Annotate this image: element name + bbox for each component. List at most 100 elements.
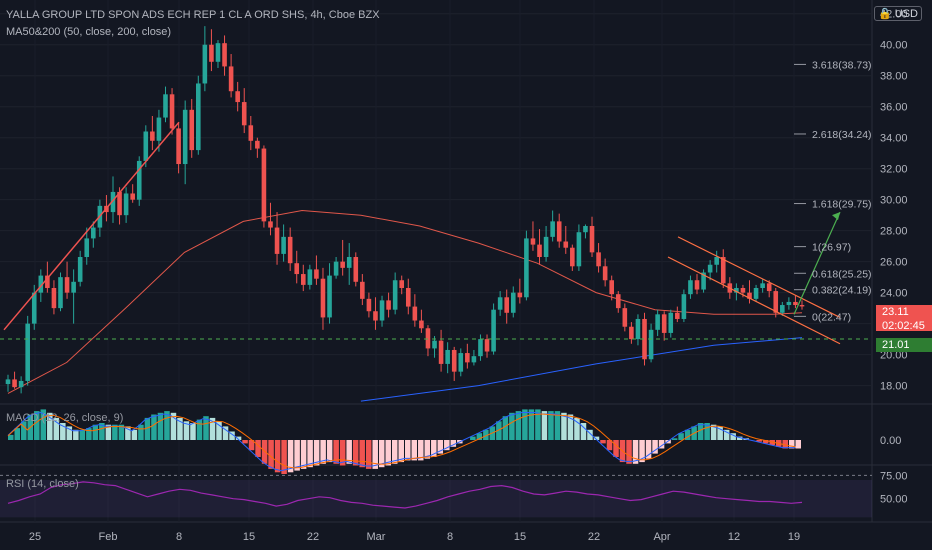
candle-body bbox=[386, 300, 391, 310]
candle-body bbox=[773, 291, 779, 313]
macd-histogram-bar bbox=[782, 440, 788, 449]
candle-body bbox=[196, 83, 201, 151]
macd-histogram-bar bbox=[53, 417, 60, 440]
time-tick-label: 22 bbox=[588, 531, 600, 543]
drawing-overlays[interactable] bbox=[0, 121, 872, 345]
macd-histogram-bar bbox=[535, 409, 541, 440]
candle-body bbox=[642, 318, 647, 360]
candle-body bbox=[688, 280, 693, 295]
fib-level-label: 0.382(24.19) bbox=[812, 285, 872, 297]
candle-body bbox=[346, 257, 352, 268]
last-price-tag: 23.11 02:02:45 bbox=[876, 305, 932, 332]
macd-histogram-bar bbox=[118, 424, 125, 440]
candle-body bbox=[524, 238, 529, 298]
candle-body bbox=[110, 191, 116, 213]
ma-indicator-label[interactable]: MA50&200 (50, close, 200, close) bbox=[6, 26, 172, 38]
candle-body bbox=[655, 314, 660, 330]
macd-histogram-bar bbox=[66, 426, 73, 440]
candle-body bbox=[379, 300, 385, 321]
candle-body bbox=[734, 287, 739, 293]
price-tick-label: 26.00 bbox=[880, 257, 908, 269]
rsi-line bbox=[7, 481, 803, 509]
macd-histogram-bar bbox=[736, 436, 743, 440]
macd-histogram-bar bbox=[346, 440, 352, 464]
fibonacci-extension[interactable]: 3.618(38.73) 2.618(34.24) 1.618(29.75) 1(26… bbox=[794, 59, 872, 323]
candle-body bbox=[543, 236, 549, 258]
time-tick-label: 25 bbox=[29, 531, 41, 543]
rsi-pane bbox=[0, 474, 872, 518]
time-tick-label: Apr bbox=[653, 531, 670, 543]
fib-level-label: 0.618(25.25) bbox=[812, 268, 872, 280]
macd-histogram-bar bbox=[339, 440, 346, 466]
rsi-indicator-label[interactable]: RSI (14, close) bbox=[6, 478, 79, 490]
macd-pane bbox=[7, 409, 801, 474]
projection-arrowhead bbox=[832, 212, 840, 221]
macd-histogram-bar bbox=[502, 416, 509, 440]
price-tick-label: 24.00 bbox=[880, 288, 908, 300]
macd-histogram-bar bbox=[444, 440, 450, 451]
candle-body bbox=[130, 193, 135, 200]
macd-histogram-bar bbox=[483, 429, 489, 440]
candles bbox=[5, 26, 805, 394]
candle-body bbox=[268, 221, 273, 228]
macd-histogram-bar bbox=[652, 440, 658, 454]
macd-histogram-bar bbox=[229, 431, 235, 440]
candle-body bbox=[163, 94, 168, 118]
candle-body bbox=[405, 287, 411, 307]
macd-histogram-bar bbox=[613, 440, 619, 457]
macd-histogram-bar bbox=[21, 421, 27, 440]
candle-body bbox=[451, 349, 457, 372]
time-tick-label: 8 bbox=[176, 531, 182, 543]
candle-body bbox=[58, 277, 63, 309]
candle-body bbox=[419, 320, 424, 329]
candle-body bbox=[366, 298, 372, 312]
candle-body bbox=[432, 340, 437, 349]
candle-body bbox=[31, 292, 37, 324]
candle-body bbox=[753, 287, 759, 299]
candle-body bbox=[51, 287, 57, 309]
candle-body bbox=[248, 125, 254, 141]
macd-histogram-bar bbox=[372, 440, 378, 469]
macd-histogram-bar bbox=[242, 440, 248, 444]
candle-body bbox=[530, 238, 536, 245]
macd-histogram-bar bbox=[131, 429, 138, 440]
macd-histogram-bar bbox=[300, 440, 307, 469]
candle-body bbox=[45, 275, 50, 288]
macd-histogram-bar bbox=[470, 436, 476, 440]
candle-body bbox=[504, 297, 510, 313]
candle-body bbox=[681, 294, 687, 319]
macd-histogram-bar bbox=[40, 409, 47, 440]
macd-histogram-bar bbox=[496, 421, 502, 440]
macd-histogram-bar bbox=[541, 411, 548, 440]
price-tick-label: 36.00 bbox=[880, 102, 908, 114]
macd-histogram-bar bbox=[320, 440, 326, 464]
candle-body bbox=[510, 292, 516, 313]
candle-body bbox=[786, 301, 792, 306]
currency-label: USD bbox=[894, 8, 918, 20]
candle-body bbox=[740, 287, 746, 293]
currency-button[interactable]: 🔒 USD bbox=[874, 6, 922, 21]
macd-histogram-bar bbox=[164, 411, 170, 440]
candle-body bbox=[497, 297, 503, 310]
macd-histogram-bar bbox=[431, 440, 437, 457]
candle-body bbox=[176, 128, 181, 165]
candle-body bbox=[77, 257, 83, 282]
candle-body bbox=[537, 244, 542, 258]
candle-body bbox=[465, 353, 470, 363]
candle-body bbox=[228, 66, 234, 92]
ma200-line bbox=[360, 337, 803, 402]
candle-body bbox=[799, 305, 805, 307]
macd-tick-label: 0.00 bbox=[880, 435, 901, 447]
macd-histogram-bar bbox=[385, 440, 391, 466]
macd-indicator-label[interactable]: MACD (12, 26, close, 9) bbox=[6, 412, 124, 424]
candle-body bbox=[668, 312, 674, 333]
candle-body bbox=[25, 323, 30, 381]
macd-histogram-bar bbox=[359, 440, 365, 468]
macd-histogram-bar bbox=[73, 429, 79, 440]
candle-body bbox=[766, 283, 772, 292]
time-tick-label: 22 bbox=[307, 531, 319, 543]
axes: 42.00 40.00 38.00 36.00 34.00 32.00 30.00 28.00… bbox=[29, 9, 908, 543]
moving-averages bbox=[7, 209, 803, 402]
candle-body bbox=[780, 305, 785, 313]
